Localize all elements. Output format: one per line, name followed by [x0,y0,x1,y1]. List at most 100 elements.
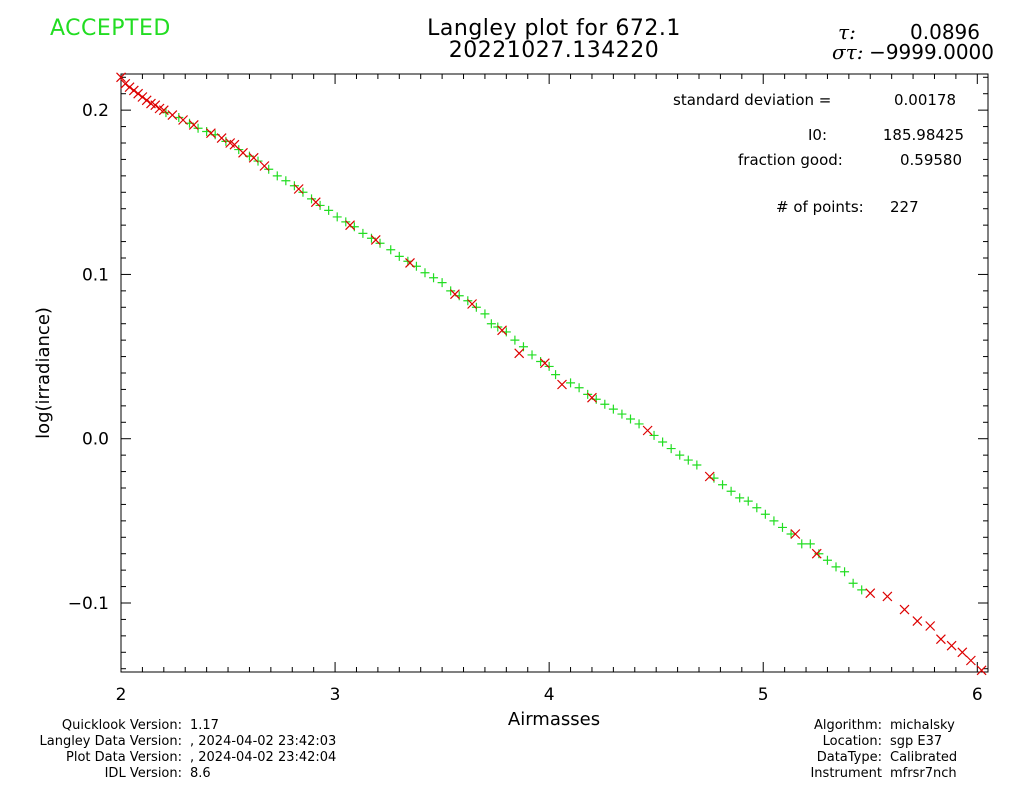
quicklook-version-value: 1.17 [190,718,219,733]
x-tick-label: 5 [758,685,769,705]
langley-data-version-value: , 2024-04-02 23:42:03 [190,734,337,749]
rejected-point [912,616,923,626]
rejected-point [124,82,135,93]
rejected-point [704,471,715,482]
rejected-point [216,133,227,143]
good-point [480,309,490,319]
rejected-point [167,110,178,120]
good-point [786,529,796,539]
good-point [574,383,584,393]
good-point [518,342,528,352]
good-point [797,539,807,549]
good-point [420,268,430,278]
good-point [752,503,762,513]
rejected-point [790,529,801,539]
tau-label: τ: [838,20,856,44]
good-point [315,200,325,210]
good-point [583,389,593,399]
good-point [848,578,858,588]
good-point [566,378,576,388]
std-dev-label: standard deviation = [673,91,832,109]
good-point [617,409,627,419]
y-tick-label: 0.1 [82,265,109,285]
plot-data-version-label: Plot Data Version: [66,750,182,765]
rejected-point [587,392,597,403]
x-tick-label: 2 [116,685,127,705]
good-point [429,273,439,283]
y-tick-label: 0.2 [82,101,109,121]
good-point [324,205,334,215]
good-point [743,496,753,506]
rejected-point [899,604,910,615]
good-point [394,251,404,261]
good-point [193,123,203,133]
good-point [298,187,308,197]
good-point [281,176,291,186]
tau-value: 0.0896 [910,20,980,44]
good-point [634,419,644,429]
axis-ticks: 2 3 4 5 6 −0.1 0.0 0.1 0.2 [68,74,988,705]
good-point [718,480,728,490]
rejected-point [128,85,139,96]
rejected-point [467,299,478,309]
data-points [116,72,987,676]
good-point [471,302,481,312]
x-tick-label: 3 [330,685,341,705]
rejected-point [450,289,460,300]
rejected-point [882,591,893,602]
rejected-point [293,184,304,194]
x-axis-label: Airmasses [508,709,600,730]
good-point [486,319,496,329]
good-point [375,238,385,248]
rejected-point [248,152,259,163]
rejected-point [557,379,567,390]
good-point [307,194,317,204]
rejected-point [370,235,381,245]
rejected-point [150,100,161,111]
rejected-point [865,588,876,599]
good-point [493,322,503,332]
datatype-label: DataType: [816,750,882,765]
good-point [666,444,676,454]
rejected-point [116,72,126,83]
algorithm-label: Algorithm: [813,718,882,733]
i0-value: 185.98425 [882,126,964,144]
rejected-point [965,655,976,666]
status-label: ACCEPTED [50,16,171,41]
good-point [814,549,824,559]
datatype-value: Calibrated [890,750,958,765]
plot-frame [120,73,989,673]
location-value: sgp E37 [890,734,943,749]
good-point [272,171,282,181]
x-tick-label: 6 [972,685,983,705]
rejected-point [229,139,240,150]
rejected-point [539,358,550,369]
rejected-point [188,120,199,130]
sigma-tau-label: στ: [832,40,864,64]
rejected-point [238,147,248,158]
points-count-value: 227 [890,198,919,216]
instrument-label: Instrument [810,766,882,781]
rejected-point [310,197,321,208]
rejected-point [120,78,131,89]
good-point [608,404,618,414]
rejected-point [811,548,822,559]
good-point [446,286,456,296]
std-dev-value: 0.00178 [893,91,956,109]
rejected-point [405,258,415,268]
rejected-point [158,105,169,116]
good-point [544,361,554,371]
good-point [857,585,867,595]
rejected-point [976,665,987,676]
plot-data-version-value: , 2024-04-02 23:42:04 [190,750,337,765]
rejected-point [514,348,525,359]
good-point [726,486,736,496]
good-point [777,522,787,532]
rejected-point [178,115,189,125]
good-point [264,164,274,174]
y-tick-label: 0.0 [82,430,109,450]
rejected-point [925,621,936,631]
good-point [510,335,520,345]
good-point [760,509,770,519]
good-point [289,181,299,191]
